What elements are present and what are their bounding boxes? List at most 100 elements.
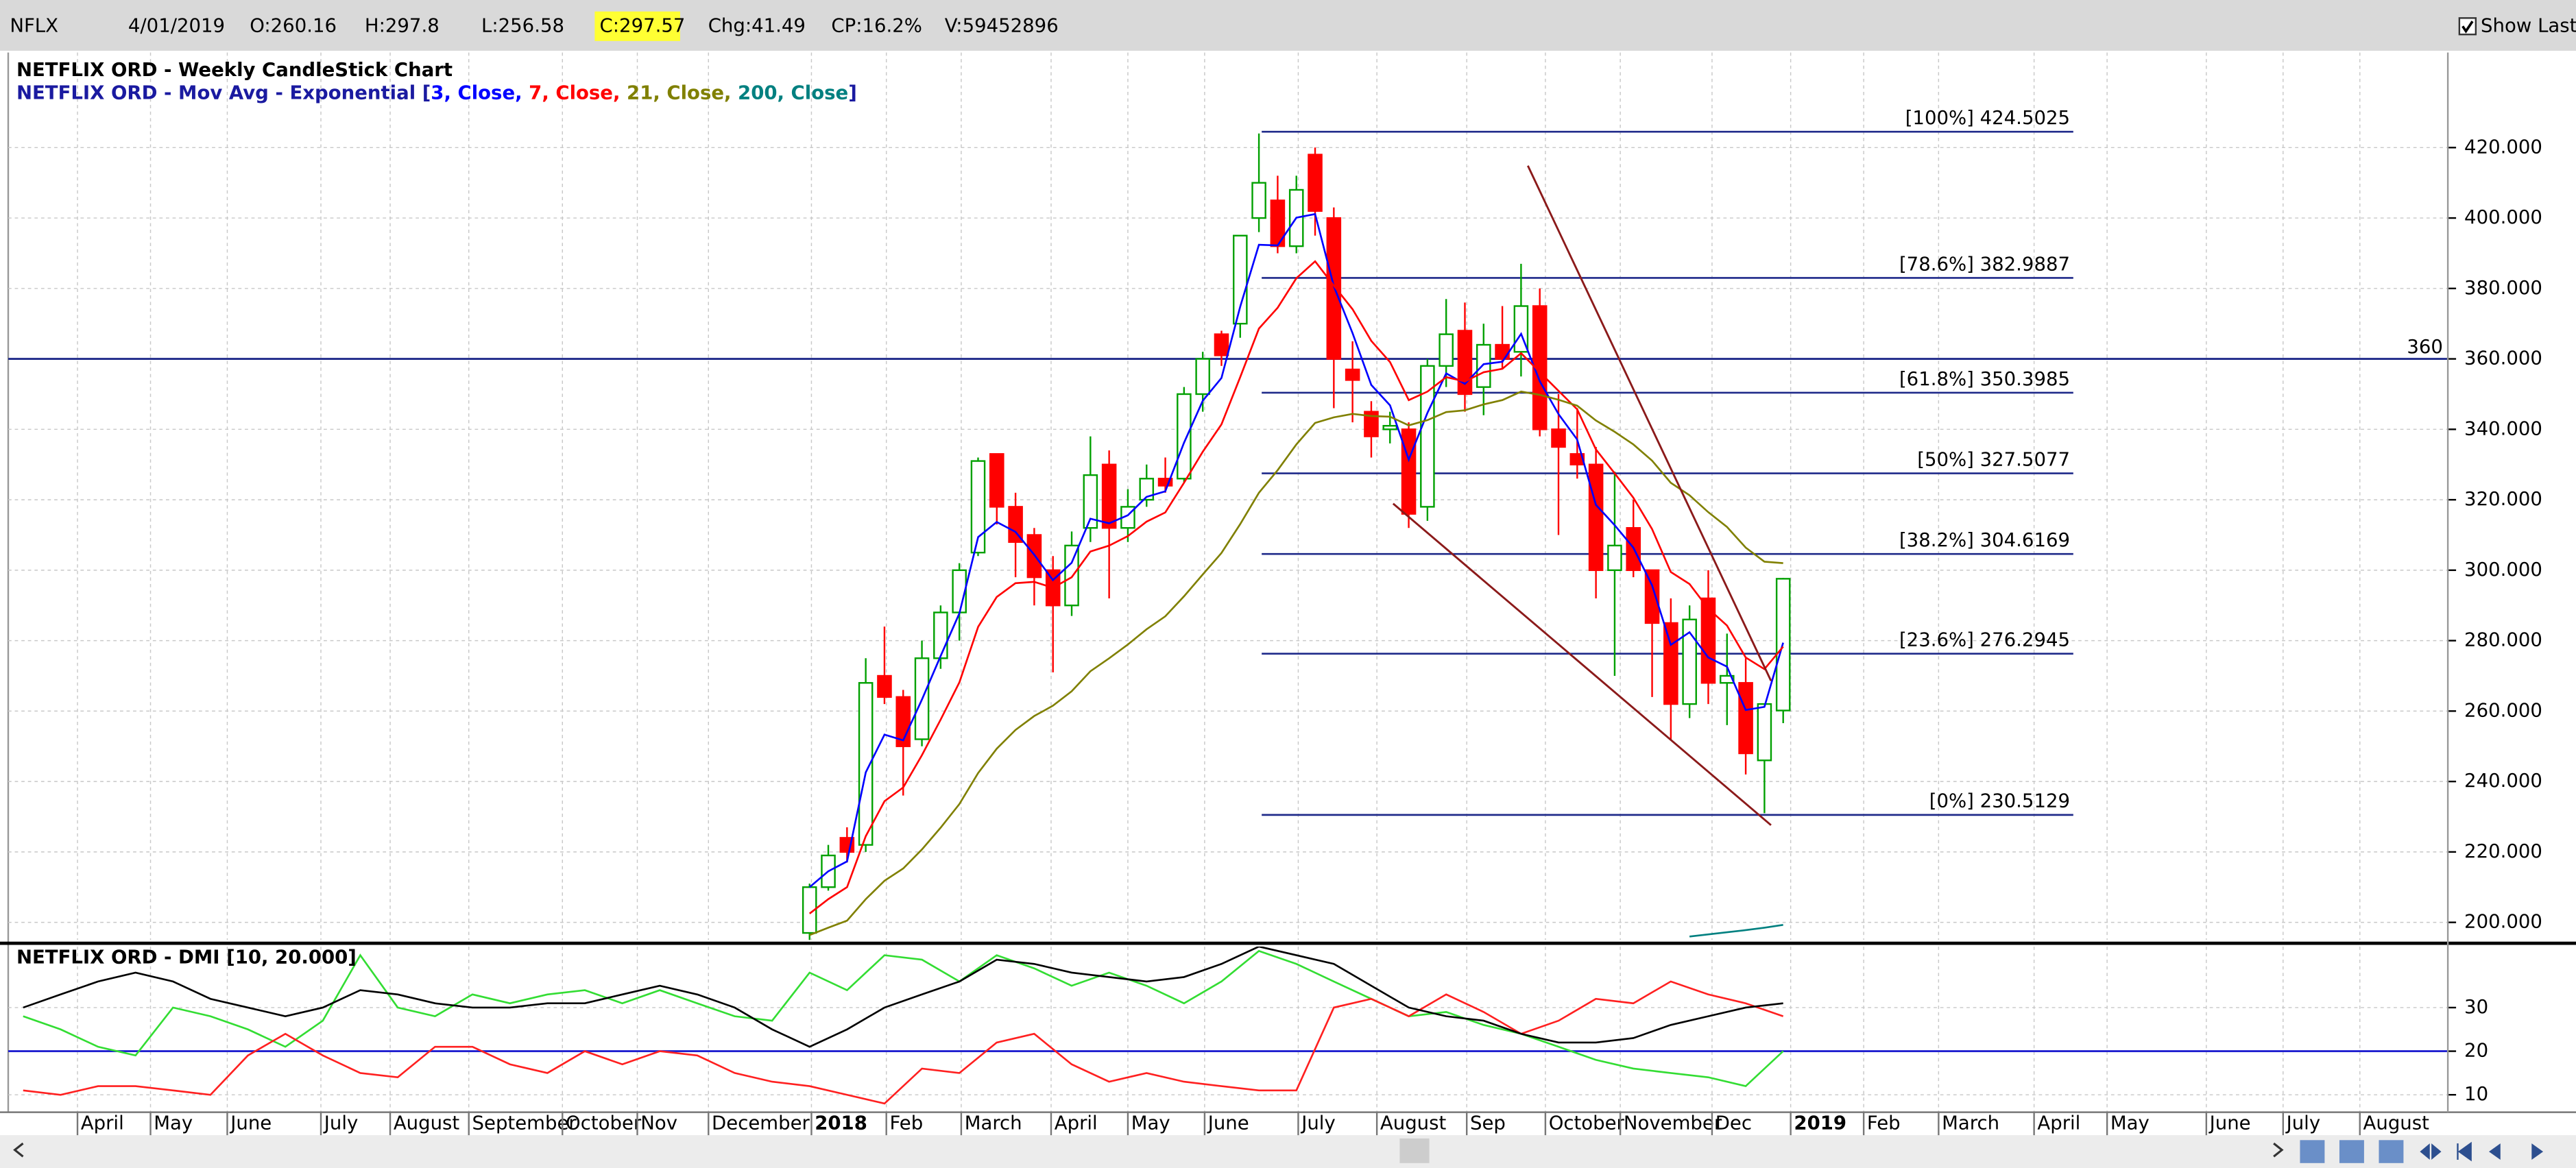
low: L:256.58 <box>481 14 564 36</box>
change: Chg:41.49 <box>708 14 806 36</box>
candle-body <box>1139 478 1155 501</box>
x-tick-label: Dec <box>1716 1112 1752 1134</box>
candle-body <box>1439 333 1454 367</box>
candle-body <box>1251 182 1266 219</box>
x-tick-label: October <box>1549 1112 1625 1134</box>
candle-body <box>970 460 986 554</box>
candle-body <box>1064 544 1079 607</box>
x-tick-label: November <box>1624 1112 1722 1134</box>
show-last-label[interactable]: Show Last <box>2481 14 2576 36</box>
candle-body <box>1214 333 1229 356</box>
candle-body <box>1401 428 1417 515</box>
trend-line <box>1392 502 1772 826</box>
chart-title: NETFLIX ORD - DMI [10, 20.000] <box>16 947 357 969</box>
toolbar-icons <box>2300 1140 2544 1163</box>
plot-background <box>0 51 2576 1136</box>
x-tick-label: 2018 <box>815 1112 867 1134</box>
x-tick-label: May <box>2110 1112 2150 1134</box>
candle-body <box>1364 411 1379 437</box>
candle-body <box>1495 343 1510 360</box>
candle-body <box>1757 703 1772 762</box>
x-tick-label: August <box>2363 1112 2430 1134</box>
x-tick-label: May <box>1131 1112 1170 1134</box>
scroll-thumb[interactable] <box>1399 1138 1430 1163</box>
candle-body <box>1532 305 1548 430</box>
candle-body <box>1420 365 1435 508</box>
checkmark <box>2461 21 2474 34</box>
candle-body <box>1157 478 1173 487</box>
show-last-checkbox[interactable] <box>2458 17 2477 36</box>
candle-body <box>1682 618 1697 705</box>
y-tick-label: 10 <box>2464 1083 2488 1105</box>
zoom-button[interactable] <box>2379 1140 2404 1163</box>
x-tick-label: 2019 <box>1794 1112 1846 1134</box>
series-line <box>23 949 1784 1088</box>
series-line <box>1689 924 1783 938</box>
candle-body <box>1008 506 1023 543</box>
y-tick-label: 320.000 <box>2464 488 2542 510</box>
x-tick-label: September <box>472 1112 577 1134</box>
x-tick-label: Feb <box>889 1112 923 1134</box>
first-button[interactable] <box>2457 1141 2472 1162</box>
zoom-button[interactable] <box>2300 1140 2325 1163</box>
x-tick-label: Nov <box>640 1112 677 1134</box>
candle-body <box>1663 622 1678 705</box>
candle-body <box>802 886 817 934</box>
legend-entry: 21, Close, <box>627 82 731 104</box>
close-highlight <box>594 11 680 41</box>
candle-body <box>858 682 874 846</box>
candle-body <box>1233 234 1248 325</box>
legend-entry: 7, Close, <box>529 82 620 104</box>
candle-body <box>1551 428 1566 448</box>
x-tick-label: July <box>323 1112 359 1134</box>
high: H:297.8 <box>365 14 440 36</box>
close: C:297.57 <box>600 14 686 36</box>
fib-label: [61.8%] 350.3985 <box>1899 368 2070 390</box>
scrollbar[interactable] <box>0 1135 2576 1168</box>
zoom-button[interactable] <box>2339 1140 2364 1163</box>
scroll-left[interactable] <box>13 1142 24 1158</box>
y-tick-label: 280.000 <box>2464 629 2542 651</box>
candle-body <box>877 674 892 698</box>
series-line <box>808 212 1784 888</box>
candle-body <box>1382 425 1398 430</box>
candle-body <box>1083 474 1098 529</box>
plot-area <box>8 130 2448 940</box>
legend: NETFLIX ORD - Mov Avg - Exponential [3, … <box>16 82 857 104</box>
x-tick-label: June <box>229 1112 272 1134</box>
y-tick-label: 260.000 <box>2464 699 2542 721</box>
plot-area <box>8 946 2448 1105</box>
x-tick-label: March <box>1942 1112 1999 1134</box>
next-button[interactable] <box>2531 1143 2544 1160</box>
candle-body <box>1644 569 1660 624</box>
fib-label: [0%] 230.5129 <box>1929 790 2070 812</box>
candle-body <box>1476 343 1491 388</box>
x-tick-label: August <box>1380 1112 1447 1134</box>
change-percent: CP:16.2% <box>831 14 922 36</box>
x-tick-label: April <box>2037 1112 2080 1134</box>
x-tick-label: June <box>2208 1112 2251 1134</box>
y-tick-label: 360.000 <box>2464 348 2542 369</box>
candle-body <box>1569 453 1585 465</box>
fit-button[interactable] <box>2420 1143 2442 1160</box>
x-tick-label: July <box>2285 1112 2321 1134</box>
prev-button[interactable] <box>2489 1143 2501 1160</box>
legend-suffix: ] <box>848 82 857 104</box>
candle-body <box>1101 463 1117 529</box>
candle-body <box>1738 682 1753 755</box>
price-panel: 200.000 220.000 240.000 260.000 280.000 300.0… <box>8 52 2542 940</box>
x-tick-label: Sep <box>1470 1112 1506 1134</box>
reference-label: 360 <box>2407 336 2443 358</box>
scroll-right[interactable] <box>2273 1142 2284 1158</box>
dmi-panel: 10 20 30 NETFLIX ORD - DMI [10, 20.000] <box>8 947 2488 1112</box>
x-tick-label: May <box>154 1112 193 1134</box>
series-line <box>809 390 1783 936</box>
legend-entry: 3, Close, <box>431 82 522 104</box>
symbol: NFLX <box>10 14 58 36</box>
y-tick-label: 340.000 <box>2464 417 2542 439</box>
x-tick-label: Feb <box>1867 1112 1901 1134</box>
fib-label: [23.6%] 276.2945 <box>1899 629 2070 651</box>
x-tick-label: March <box>965 1112 1022 1134</box>
series-line <box>808 260 1784 914</box>
